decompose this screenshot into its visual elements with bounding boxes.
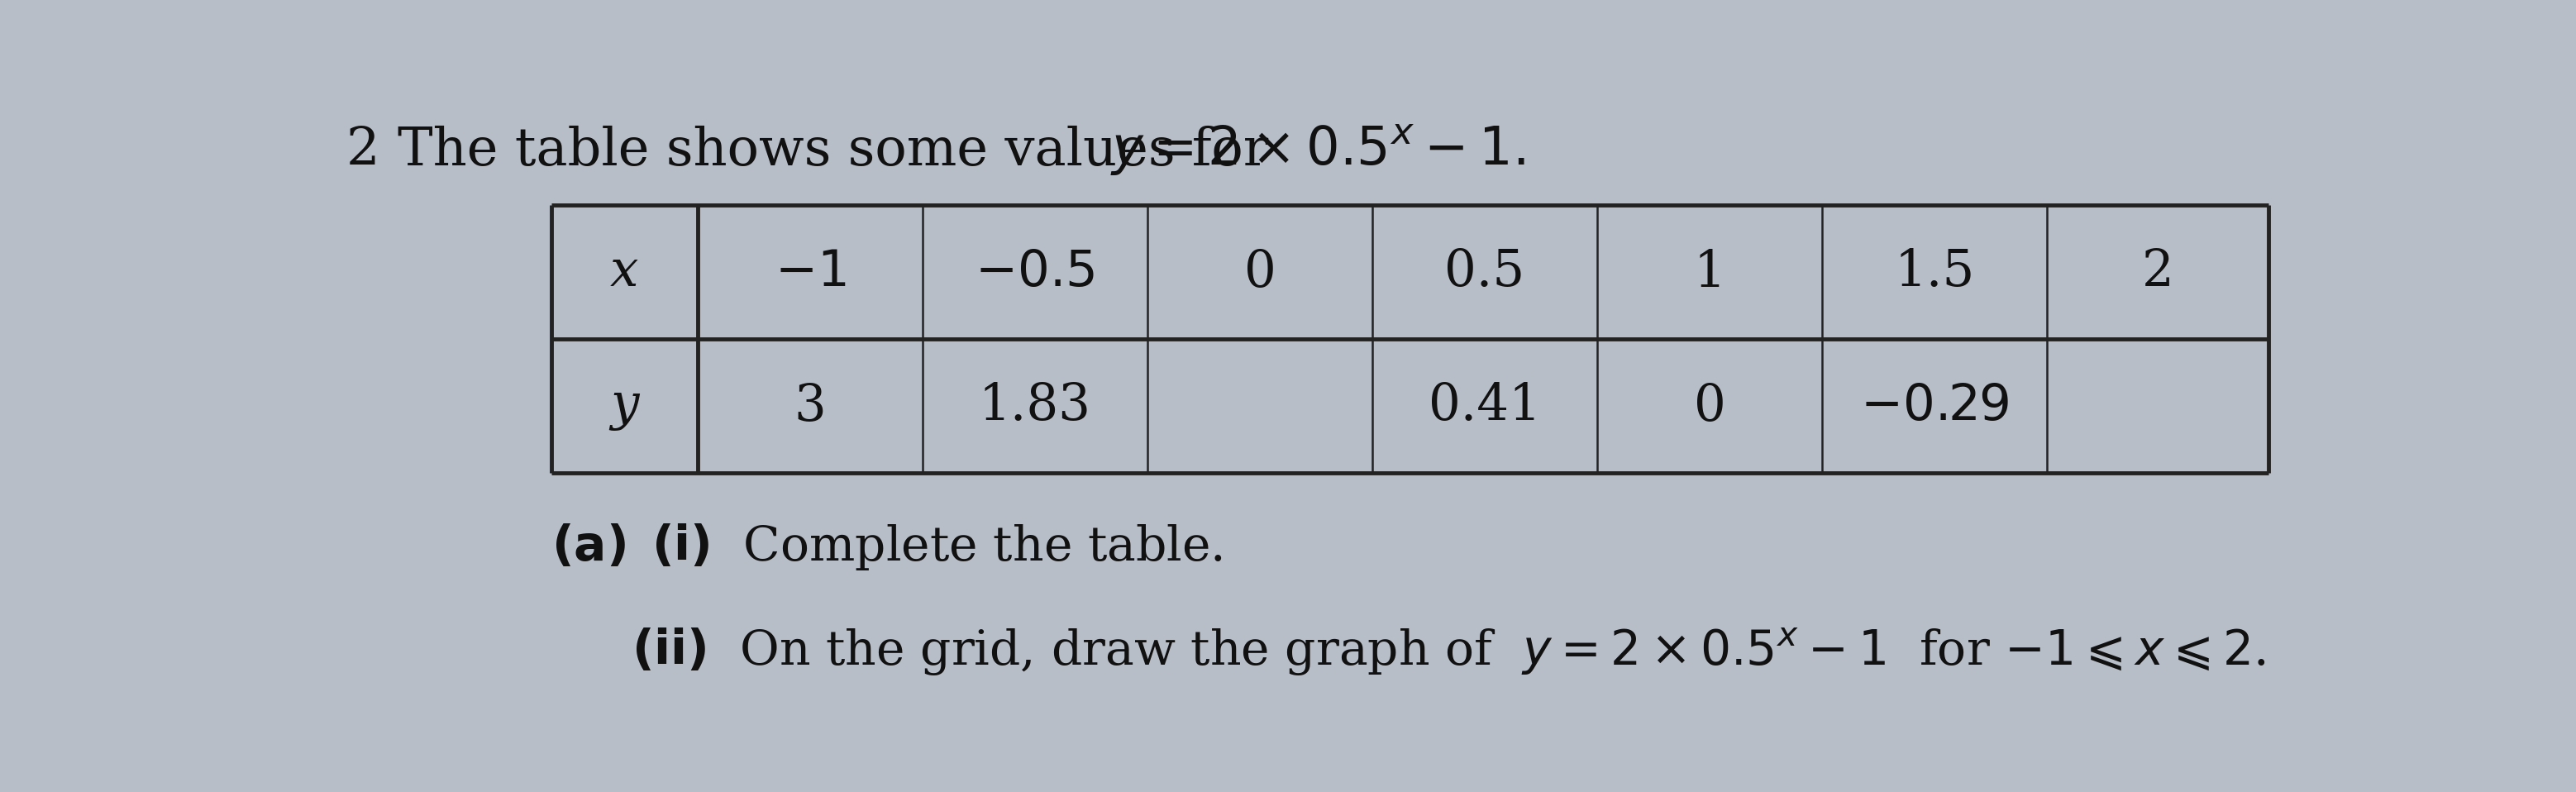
Text: 0.5: 0.5 [1445, 247, 1525, 297]
Text: $\mathbf{(ii)}$  On the grid, draw the graph of  $y=2\times0.5^{x}-1$  for $-1\l: $\mathbf{(ii)}$ On the grid, draw the gr… [631, 626, 2267, 677]
Text: 2: 2 [345, 126, 379, 176]
Text: x: x [611, 247, 639, 297]
Text: 3: 3 [793, 381, 827, 431]
Text: 2: 2 [2141, 247, 2174, 297]
Text: 0: 0 [1692, 381, 1726, 431]
Text: 1.5: 1.5 [1893, 247, 1976, 297]
Text: $-0.5$: $-0.5$ [974, 247, 1095, 297]
Text: 0: 0 [1244, 247, 1275, 297]
Text: 1: 1 [1692, 247, 1726, 297]
Text: $y=2\times0.5^{x}-1.$: $y=2\times0.5^{x}-1.$ [1110, 123, 1525, 177]
Text: 0.41: 0.41 [1430, 381, 1540, 431]
Text: y: y [611, 381, 639, 431]
Text: $-1$: $-1$ [775, 247, 845, 297]
Text: 1.83: 1.83 [979, 381, 1092, 431]
Text: The table shows some values for: The table shows some values for [397, 126, 1267, 176]
Text: $\mathbf{(a)}$$\enspace$$\mathbf{(i)}$  Complete the table.: $\mathbf{(a)}$$\enspace$$\mathbf{(i)}$ C… [551, 522, 1224, 573]
Text: $-0.29$: $-0.29$ [1860, 381, 2009, 431]
